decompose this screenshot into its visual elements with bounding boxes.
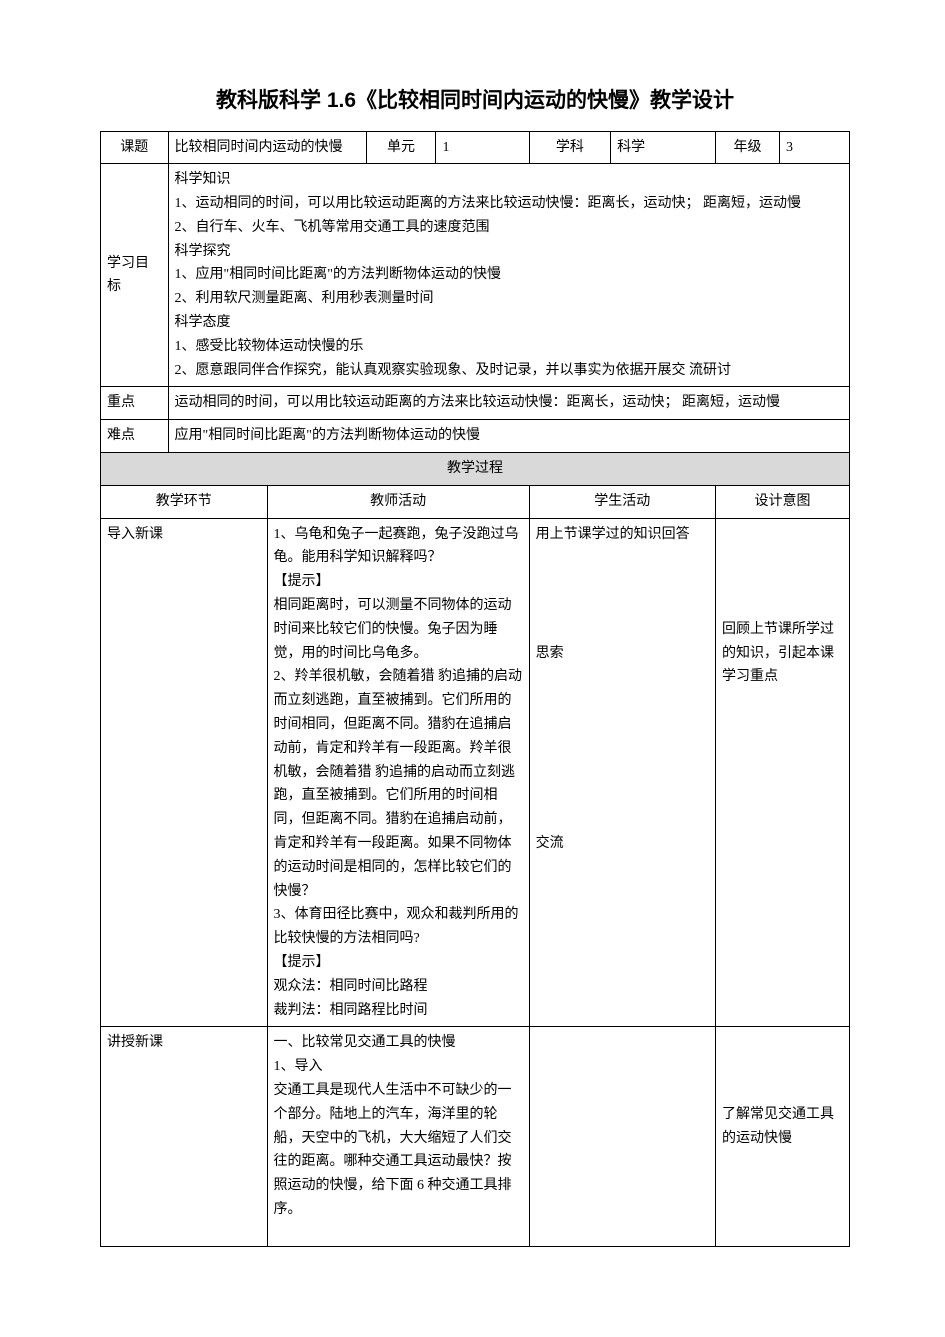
col-student: 学生活动	[529, 485, 715, 518]
process-title-row: 教学过程	[101, 453, 850, 486]
process-row: 导入新课 1、乌龟和兔子一起赛跑，兔子没跑过乌龟。能用科学知识解释吗？ 【提示】…	[101, 518, 850, 1027]
teacher-line: 裁判法：相同路程比时间	[274, 999, 523, 1023]
stage-cell: 讲授新课	[101, 1027, 268, 1247]
obj-line: 2、利用软尺测量距离、利用秒表测量时间	[175, 287, 843, 311]
grade-value: 3	[780, 131, 850, 164]
student-line	[536, 570, 709, 594]
keypoint-row: 重点 运动相同的时间，可以用比较运动距离的方法来比较运动快慢：距离长，运动快； …	[101, 387, 850, 420]
intent-cell: 了解常见交通工具的运动快慢	[715, 1027, 849, 1247]
teacher-line: 【提示】	[274, 570, 523, 594]
teacher-line: 一、比较常见交通工具的快慢	[274, 1031, 523, 1055]
subject-value: 科学	[611, 131, 716, 164]
intent-line: 回顾上节课所学过的知识，引起本课学习重点	[722, 618, 843, 689]
grade-label: 年级	[715, 131, 779, 164]
obj-line: 科学探究	[175, 240, 843, 264]
student-line: 交流	[536, 832, 709, 856]
obj-line: 1、感受比较物体运动快慢的乐	[175, 335, 843, 359]
student-line: 用上节课学过的知识回答	[536, 523, 709, 547]
objectives-content: 科学知识 1、运动相同的时间，可以用比较运动距离的方法来比较运动快慢：距离长，运…	[168, 164, 849, 387]
teacher-line: 1、导入	[274, 1055, 523, 1079]
keypoint-label: 重点	[101, 387, 169, 420]
obj-line: 科学态度	[175, 311, 843, 335]
teacher-cell: 1、乌龟和兔子一起赛跑，兔子没跑过乌龟。能用科学知识解释吗？ 【提示】 相同距离…	[267, 518, 529, 1027]
teacher-line: 3、体育田径比赛中，观众和裁判所用的比较快慢的方法相同吗?	[274, 903, 523, 951]
objectives-row: 学习目标 科学知识 1、运动相同的时间，可以用比较运动距离的方法来比较运动快慢：…	[101, 164, 850, 387]
teacher-line: 【提示】	[274, 951, 523, 975]
col-teacher: 教师活动	[267, 485, 529, 518]
process-row: 讲授新课 一、比较常见交通工具的快慢 1、导入 交通工具是现代人生活中不可缺少的…	[101, 1027, 850, 1247]
intent-line: 了解常见交通工具的运动快慢	[722, 1103, 843, 1151]
lesson-plan-table: 课题 比较相同时间内运动的快慢 单元 1 学科 科学 年级 3 学习目标 科学知…	[100, 131, 850, 1248]
obj-line: 1、运动相同的时间，可以用比较运动距离的方法来比较运动快慢：距离长，运动快； 距…	[175, 192, 843, 216]
intent-cell: 回顾上节课所学过的知识，引起本课学习重点	[715, 518, 849, 1027]
process-title: 教学过程	[101, 453, 850, 486]
subject-label: 学科	[529, 131, 611, 164]
teacher-line: 2、羚羊很机敏，会随着猎 豹追捕的启动而立刻逃跑，直至被捕到。它们所用的时间相同…	[274, 665, 523, 903]
student-cell	[529, 1027, 715, 1247]
keypoint-value: 运动相同的时间，可以用比较运动距离的方法来比较运动快慢：距离长，运动快； 距离短…	[168, 387, 849, 420]
obj-line: 科学知识	[175, 168, 843, 192]
topic-label: 课题	[101, 131, 169, 164]
teacher-line: 相同距离时，可以测量不同物体的运动时间来比较它们的快慢。兔子因为睡觉，用的时间比…	[274, 594, 523, 665]
teacher-line: 交通工具是现代人生活中不可缺少的一个部分。陆地上的汽车，海洋里的轮船，天空中的飞…	[274, 1079, 523, 1222]
objectives-label: 学习目标	[101, 164, 169, 387]
teacher-line: 1、乌龟和兔子一起赛跑，兔子没跑过乌龟。能用科学知识解释吗？	[274, 523, 523, 571]
student-line	[536, 594, 709, 618]
difficulty-row: 难点 应用"相同时间比距离"的方法判断物体运动的快慢	[101, 420, 850, 453]
topic-value: 比较相同时间内运动的快慢	[168, 131, 366, 164]
page-title: 教科版科学 1.6《比较相同时间内运动的快慢》教学设计	[100, 85, 850, 117]
col-stage: 教学环节	[101, 485, 268, 518]
obj-line: 2、自行车、火车、飞机等常用交通工具的速度范围	[175, 216, 843, 240]
teacher-line: 观众法：相同时间比路程	[274, 975, 523, 999]
difficulty-value: 应用"相同时间比距离"的方法判断物体运动的快慢	[168, 420, 849, 453]
teacher-cell: 一、比较常见交通工具的快慢 1、导入 交通工具是现代人生活中不可缺少的一个部分。…	[267, 1027, 529, 1247]
unit-value: 1	[436, 131, 529, 164]
col-intent: 设计意图	[715, 485, 849, 518]
unit-label: 单元	[366, 131, 436, 164]
process-columns-row: 教学环节 教师活动 学生活动 设计意图	[101, 485, 850, 518]
obj-line: 1、应用"相同时间比距离"的方法判断物体运动的快慢	[175, 263, 843, 287]
student-cell: 用上节课学过的知识回答 思索 交流	[529, 518, 715, 1027]
difficulty-label: 难点	[101, 420, 169, 453]
stage-cell: 导入新课	[101, 518, 268, 1027]
student-line: 思索	[536, 642, 709, 666]
meta-row: 课题 比较相同时间内运动的快慢 单元 1 学科 科学 年级 3	[101, 131, 850, 164]
student-line	[536, 546, 709, 570]
obj-line: 2、愿意跟同伴合作探究，能认真观察实验现象、及时记录，并以事实为依据开展交 流研…	[175, 359, 843, 383]
